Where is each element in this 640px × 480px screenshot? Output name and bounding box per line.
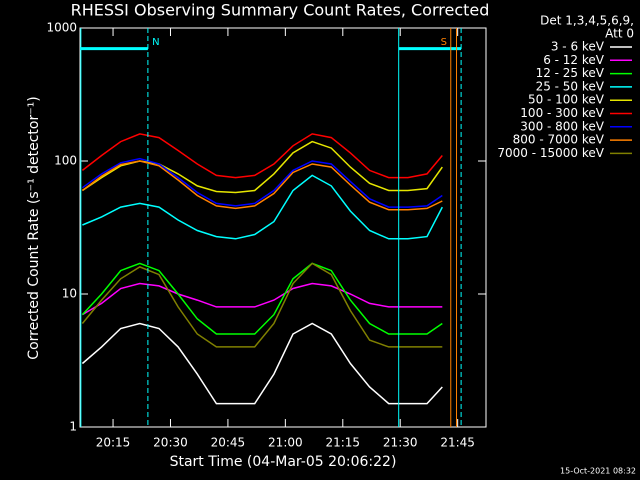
- chart-title: RHESSI Observing Summary Count Rates, Co…: [71, 1, 490, 20]
- y-tick-label: 1: [69, 420, 77, 434]
- x-axis-label: Start Time (04-Mar-05 20:06:22): [170, 454, 397, 470]
- event-marker: N: [152, 37, 159, 48]
- x-tick-label: 20:30: [153, 436, 188, 450]
- legend-label: 800 - 7000 keV: [513, 133, 605, 147]
- x-tick-label: 20:15: [96, 436, 131, 450]
- footer: 15-Oct-2021 08:32: [560, 467, 636, 476]
- legend-label: 25 - 50 keV: [536, 79, 605, 93]
- series-line: [81, 160, 443, 211]
- y-tick-label: 10: [62, 287, 77, 301]
- series-line: [81, 140, 443, 194]
- y-tick-label: 1000: [46, 21, 77, 35]
- series-line: [81, 157, 443, 208]
- series-line: [81, 133, 443, 179]
- legend-label: 50 - 100 keV: [528, 93, 605, 107]
- legend-label: 3 - 6 keV: [551, 40, 605, 54]
- series-line: [81, 262, 443, 348]
- event-marker: S: [441, 37, 447, 48]
- legend-label: 6 - 12 keV: [543, 53, 605, 67]
- series-line: [82, 174, 443, 240]
- legend-label: 300 - 800 keV: [520, 119, 604, 133]
- legend-label: 7000 - 15000 keV: [497, 146, 604, 160]
- plot-frame: [79, 27, 487, 428]
- y-tick-label: 100: [54, 154, 77, 168]
- legend-label: 100 - 300 keV: [520, 106, 604, 120]
- x-tick-label: 21:30: [383, 436, 418, 450]
- x-tick-label: 21:45: [440, 436, 475, 450]
- legend-header: Att 0: [605, 27, 634, 41]
- series-line: [81, 262, 443, 335]
- x-tick-label: 20:45: [211, 436, 246, 450]
- x-tick-label: 21:15: [325, 436, 360, 450]
- legend-header: Det 1,3,4,5,6,9,: [540, 14, 634, 28]
- x-tick-label: 21:00: [268, 436, 303, 450]
- series-line: [82, 282, 443, 316]
- legend-label: 12 - 25 keV: [536, 66, 605, 80]
- series-line: [81, 322, 443, 405]
- y-axis-label: Corrected Count Rate (s⁻¹ detector⁻¹): [26, 96, 42, 359]
